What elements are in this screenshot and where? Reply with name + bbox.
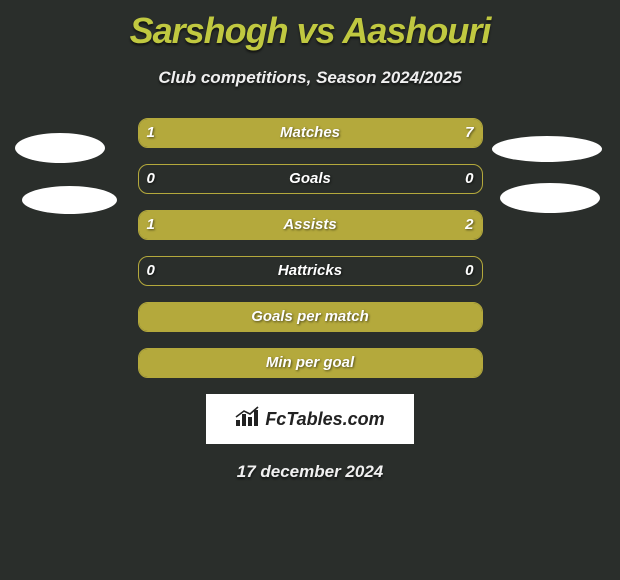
player-avatar-left-2 bbox=[22, 186, 117, 214]
stat-row-matches: 1 Matches 7 bbox=[138, 118, 483, 148]
label-gpm: Goals per match bbox=[139, 303, 482, 331]
stat-rows: 1 Matches 7 0 Goals 0 1 Assists 2 0 Hatt… bbox=[138, 118, 483, 378]
value-right-matches: 7 bbox=[465, 119, 473, 147]
stat-row-mpg: Min per goal bbox=[138, 348, 483, 378]
subtitle: Club competitions, Season 2024/2025 bbox=[0, 68, 620, 88]
label-mpg: Min per goal bbox=[139, 349, 482, 377]
brand-text: FcTables.com bbox=[265, 409, 384, 430]
label-matches: Matches bbox=[139, 119, 482, 147]
value-right-hattricks: 0 bbox=[465, 257, 473, 285]
date-text: 17 december 2024 bbox=[0, 462, 620, 482]
player-avatar-left-1 bbox=[15, 133, 105, 163]
stat-row-hattricks: 0 Hattricks 0 bbox=[138, 256, 483, 286]
brand-badge[interactable]: FcTables.com bbox=[206, 394, 414, 444]
label-assists: Assists bbox=[139, 211, 482, 239]
stat-row-gpm: Goals per match bbox=[138, 302, 483, 332]
label-goals: Goals bbox=[139, 165, 482, 193]
page-title: Sarshogh vs Aashouri bbox=[0, 0, 620, 52]
player-avatar-right-1 bbox=[492, 136, 602, 162]
value-right-goals: 0 bbox=[465, 165, 473, 193]
bar-chart-icon bbox=[235, 406, 261, 433]
stat-row-goals: 0 Goals 0 bbox=[138, 164, 483, 194]
stat-row-assists: 1 Assists 2 bbox=[138, 210, 483, 240]
player-avatar-right-2 bbox=[500, 183, 600, 213]
value-right-assists: 2 bbox=[465, 211, 473, 239]
label-hattricks: Hattricks bbox=[139, 257, 482, 285]
stats-container: 1 Matches 7 0 Goals 0 1 Assists 2 0 Hatt… bbox=[0, 118, 620, 482]
